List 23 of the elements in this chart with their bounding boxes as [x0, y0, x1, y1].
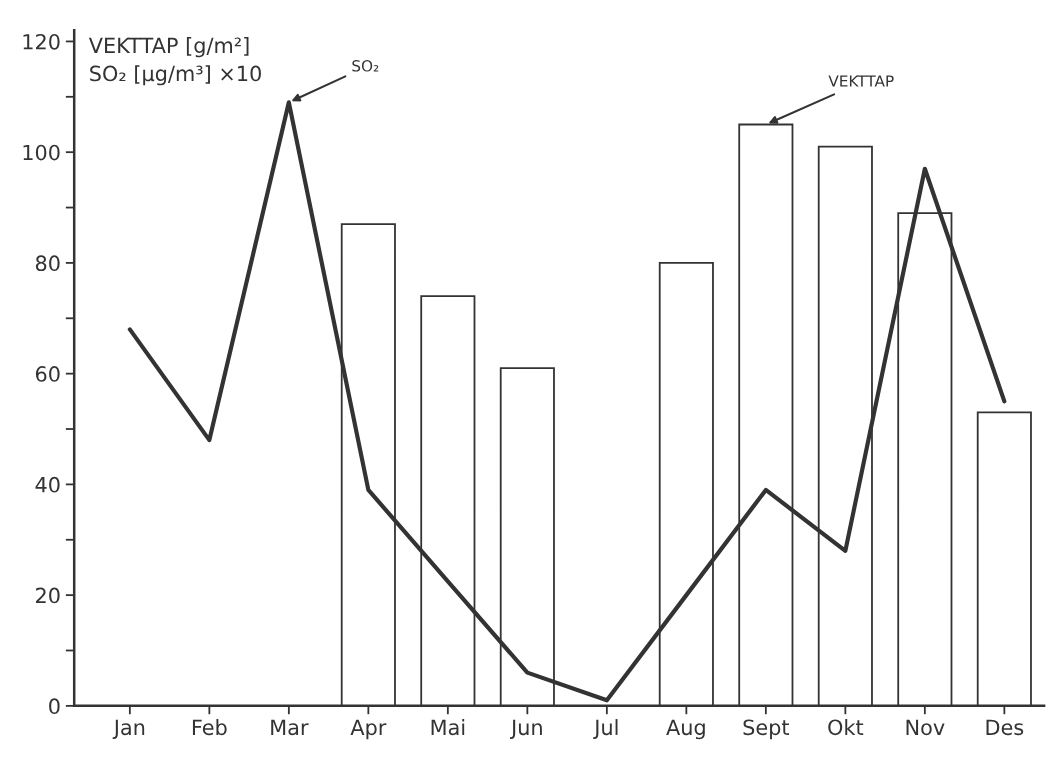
line-series: [127, 100, 1007, 703]
x-tick-label: Mar: [271, 719, 309, 736]
x-tick-label: Okt: [828, 719, 864, 736]
x-tick-label: Nov: [906, 719, 945, 736]
x-tick-label: Des: [986, 719, 1024, 736]
x-tick-label: Jul: [593, 719, 618, 740]
x-tick-label: Apr: [350, 719, 387, 740]
x-tick-label: Aug: [666, 719, 705, 740]
x-tick-label: Jan: [112, 719, 145, 740]
x-tick-label: Sept: [743, 719, 790, 740]
y-axis-title: VEKTTAP [g/m²] SO₂ [µg/m³] ×10: [88, 37, 261, 86]
y-tick-label: 0: [49, 698, 60, 715]
x-tick-label: Mai: [431, 719, 465, 736]
x-tick-label: Feb: [192, 719, 227, 736]
annotation: VEKTTAP: [828, 75, 894, 87]
y-tick-label: 80: [35, 255, 60, 272]
x-tick-label: Jun: [510, 719, 542, 740]
annotation: SO₂: [352, 60, 379, 72]
y-tick-label: 40: [35, 476, 60, 493]
y-tick-label: 120: [23, 33, 60, 50]
y-tick-label: 20: [36, 587, 60, 604]
y-tick-label: 100: [23, 144, 60, 161]
y-tick-label: 60: [35, 366, 60, 382]
